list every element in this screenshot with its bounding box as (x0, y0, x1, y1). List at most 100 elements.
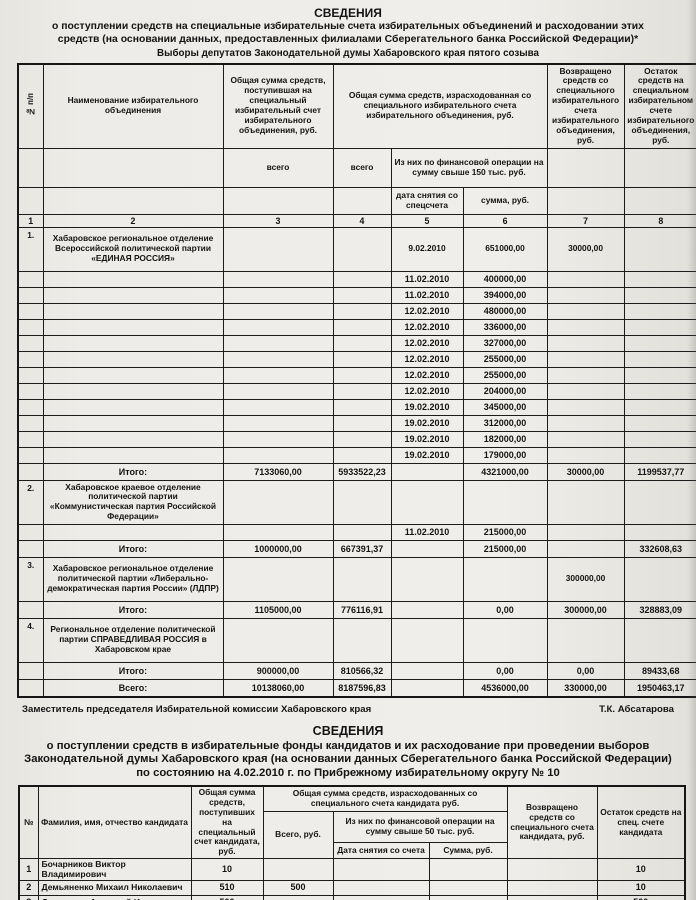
table-cell (222, 270, 334, 288)
table-cell: 4321000,00 (462, 462, 548, 481)
table-cell (546, 334, 625, 352)
table-cell (17, 382, 44, 400)
table-cell (332, 894, 430, 900)
table-cell: 179000,00 (462, 446, 548, 464)
table-cell (17, 398, 44, 416)
table-cell: 500 (262, 879, 334, 896)
empty-cell (222, 186, 334, 215)
table-cell: 1. (17, 226, 44, 272)
table-cell (506, 858, 598, 881)
table-cell: 10 (190, 858, 264, 881)
table-cell (623, 617, 696, 663)
table-row: 12.02.2010 255000,00 (17, 366, 696, 384)
table-cell (17, 286, 44, 304)
table-cell: 1199537,77 (623, 462, 696, 481)
table-cell (332, 414, 392, 432)
empty-cell (623, 186, 696, 215)
table-cell (42, 350, 224, 368)
col-number: 8 (623, 213, 696, 228)
subheader-over150: Из них по финансовой операции на сумму с… (390, 147, 548, 188)
table-cell (428, 879, 508, 896)
table-row: Итого: 1105000,00 776116,91 0,00 300000,00 32… (17, 600, 696, 619)
associations-table-body: 1. Хабаровское региональное отделение Все… (17, 226, 696, 698)
table-cell (332, 286, 392, 304)
table-cell: 204000,00 (462, 382, 548, 400)
table-cell: Итого: (42, 661, 224, 680)
table-cell (17, 678, 44, 698)
table-cell (17, 446, 44, 464)
table-cell (428, 858, 508, 881)
table-cell (332, 523, 392, 541)
doc1-subtitle: о поступлении средств на специальные изб… (52, 21, 644, 45)
table-cell: Всего: (42, 678, 224, 698)
table-cell (332, 479, 392, 525)
candidates-table-header: № Фамилия, имя, отчество кандидата Общая… (18, 785, 686, 860)
table-cell: 0,00 (546, 661, 625, 680)
table-cell: Хабаровское региональное отделение Всеро… (42, 226, 224, 272)
col-header-num: № п/п (17, 63, 44, 149)
table-cell (42, 414, 224, 432)
associations-table: № п/п Наименование избирательного объеди… (17, 62, 696, 698)
table-cell (222, 226, 334, 272)
table-cell (546, 366, 625, 384)
col-header-spent: Общая сумма средств, израсходованных со … (262, 785, 508, 812)
table-cell (42, 334, 224, 352)
table-row: 2 Демьяненко Михаил Николаевич 510 500 10 (18, 879, 686, 896)
table-cell: 330000,00 (546, 678, 625, 698)
table-cell (262, 894, 334, 900)
table-cell: 215000,00 (462, 523, 548, 541)
table-cell: 1 (18, 858, 39, 881)
table-cell (222, 479, 334, 525)
table-cell (222, 366, 334, 384)
table-cell: 2 (18, 879, 39, 896)
table-cell (390, 479, 464, 525)
table-cell (42, 430, 224, 448)
table-cell: 89433,68 (623, 661, 696, 680)
table-cell: Итого: (42, 462, 224, 481)
doc1-title: СВЕДЕНИЯ (314, 6, 382, 20)
table-cell (17, 334, 44, 352)
table-cell (462, 479, 548, 525)
table-cell: 332608,63 (623, 539, 696, 558)
table-cell (332, 556, 392, 602)
table-row: 1 Бочарников Виктор Владимирович 10 10 (18, 858, 686, 881)
subheader-spent-total: всего (332, 147, 392, 188)
table-cell: 12.02.2010 (390, 366, 464, 384)
table-cell: Хабаровское региональное отделение полит… (42, 556, 224, 602)
table-cell: 5933522,23 (332, 462, 392, 481)
table-cell (222, 446, 334, 464)
table-cell (546, 270, 625, 288)
table-cell (332, 318, 392, 336)
table-row: 11.02.2010 215000,00 (17, 523, 696, 541)
col-header-remainder: Остаток средств на специальном избирател… (623, 63, 696, 149)
table-row: 2. Хабаровское краевое отделение политиче… (17, 479, 696, 525)
empty-cell (42, 186, 224, 215)
table-cell: 7133060,00 (222, 462, 334, 481)
table-cell (506, 894, 598, 900)
table-cell (623, 556, 696, 602)
table-cell: 11.02.2010 (390, 270, 464, 288)
table-cell: 3 (18, 894, 39, 900)
empty-cell (42, 147, 224, 188)
table-row: 1. Хабаровское региональное отделение Все… (17, 226, 696, 272)
table-cell (390, 617, 464, 663)
table-cell: 12.02.2010 (390, 382, 464, 400)
table-cell: 480000,00 (462, 302, 548, 320)
table-cell (222, 414, 334, 432)
table-cell: 667391,37 (332, 539, 392, 558)
subheader-received-total: всего (222, 147, 334, 188)
table-row: 3. Хабаровское региональное отделение пол… (17, 556, 696, 602)
table-cell: 0,00 (462, 661, 548, 680)
table-cell (546, 430, 625, 448)
table-cell (17, 350, 44, 368)
table-cell (332, 617, 392, 663)
table-cell: 300000,00 (546, 600, 625, 619)
table-cell (332, 430, 392, 448)
table-cell (17, 523, 44, 541)
table-cell (506, 879, 598, 896)
empty-cell (17, 186, 44, 215)
table-row: 12.02.2010 480000,00 (17, 302, 696, 320)
table-cell (546, 302, 625, 320)
table-cell (42, 523, 224, 541)
